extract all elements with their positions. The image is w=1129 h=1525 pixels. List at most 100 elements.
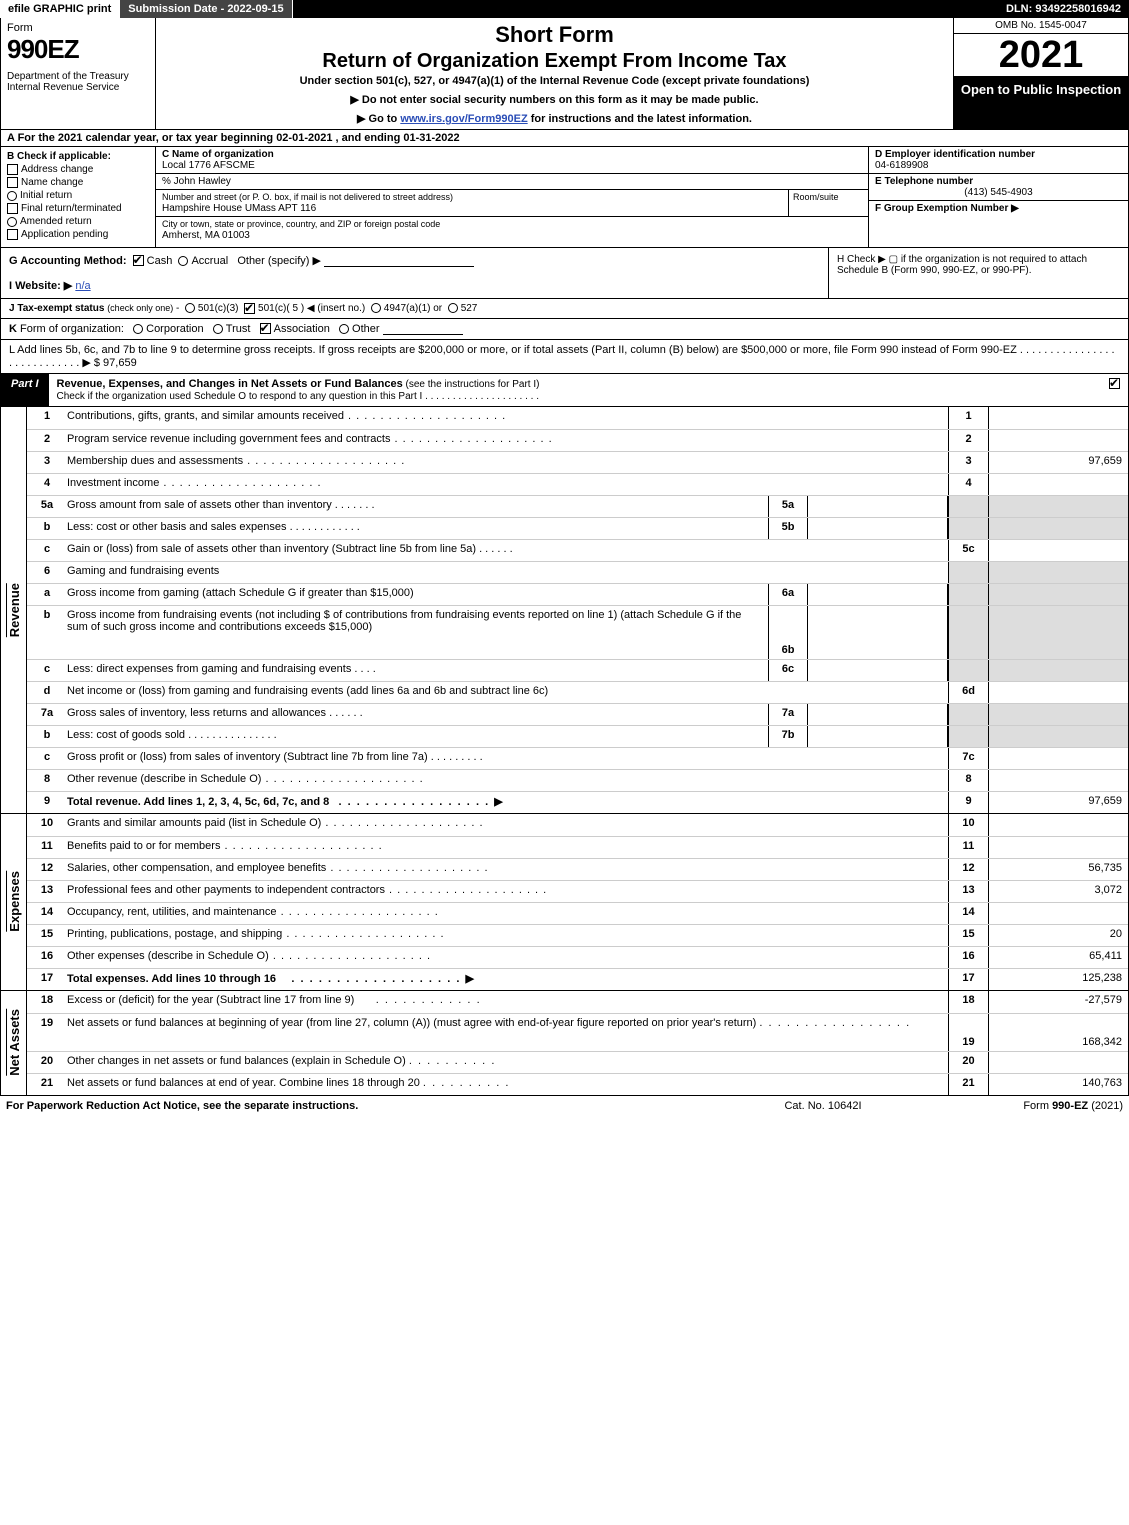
part-1-subtitle: (see the instructions for Part I) xyxy=(403,379,540,390)
line-8-num: 8 xyxy=(27,770,67,791)
care-of-block: % John Hawley xyxy=(156,174,868,190)
line-11: 11 Benefits paid to or for members 11 xyxy=(27,836,1128,858)
line-1: 1 Contributions, gifts, grants, and simi… xyxy=(27,407,1128,429)
financial-grid: Revenue 1 Contributions, gifts, grants, … xyxy=(0,407,1129,1095)
line-21-value: 140,763 xyxy=(988,1074,1128,1095)
cb-501c[interactable] xyxy=(244,303,255,314)
line-9-rlbl: 9 xyxy=(948,792,988,813)
accounting-method-label: G Accounting Method: xyxy=(9,255,127,267)
line-16-num: 16 xyxy=(27,947,67,968)
line-13-desc: Professional fees and other payments to … xyxy=(67,881,948,902)
website-label: I Website: ▶ xyxy=(9,280,72,292)
line-5b-num: b xyxy=(27,518,67,539)
cb-final-return-label: Final return/terminated xyxy=(21,203,122,214)
line-9-num: 9 xyxy=(27,792,67,813)
part-1-schedule-o-check[interactable] xyxy=(1104,374,1128,406)
line-8-value xyxy=(988,770,1128,791)
rb-trust[interactable] xyxy=(213,324,223,334)
cb-name-change[interactable]: Name change xyxy=(7,177,149,188)
box-c: C Name of organization Local 1776 AFSCME… xyxy=(156,147,868,247)
line-18-desc: Excess or (deficit) for the year (Subtra… xyxy=(67,991,948,1013)
website-value[interactable]: n/a xyxy=(75,280,90,292)
other-specify-input[interactable] xyxy=(324,266,474,267)
line-2: 2 Program service revenue including gove… xyxy=(27,429,1128,451)
form-number: 990EZ xyxy=(7,34,149,65)
line-6b-midval xyxy=(808,606,948,659)
line-14-num: 14 xyxy=(27,903,67,924)
line-6a-rlbl-gray xyxy=(948,584,988,605)
care-of-value: % John Hawley xyxy=(162,176,231,187)
line-16: 16 Other expenses (describe in Schedule … xyxy=(27,946,1128,968)
line-6b-rlbl-gray xyxy=(948,606,988,659)
ein-block: D Employer identification number 04-6189… xyxy=(869,147,1128,174)
line-6d-num: d xyxy=(27,682,67,703)
line-5c-value xyxy=(988,540,1128,561)
line-17: 17 Total expenses. Add lines 10 through … xyxy=(27,968,1128,990)
dln-label: DLN: 93492258016942 xyxy=(998,0,1129,18)
info-row-bcdef: B Check if applicable: Address change Na… xyxy=(0,147,1129,248)
line-11-rlbl: 11 xyxy=(948,837,988,858)
line-3-desc: Membership dues and assessments xyxy=(67,452,948,473)
rb-accrual[interactable] xyxy=(178,256,188,266)
line-3-num: 3 xyxy=(27,452,67,473)
rb-501c3[interactable] xyxy=(185,303,195,313)
line-20-rlbl: 20 xyxy=(948,1052,988,1073)
line-7a-rval-gray xyxy=(988,704,1128,725)
line-6c: c Less: direct expenses from gaming and … xyxy=(27,659,1128,681)
part-1-header: Part I Revenue, Expenses, and Changes in… xyxy=(0,374,1129,407)
line-5a-rval-gray xyxy=(988,496,1128,517)
line-18-num: 18 xyxy=(27,991,67,1013)
paperwork-notice: For Paperwork Reduction Act Notice, see … xyxy=(6,1100,723,1112)
accrual-label: Accrual xyxy=(191,255,228,267)
line-5c: c Gain or (loss) from sale of assets oth… xyxy=(27,539,1128,561)
no-ssn-notice: ▶ Do not enter social security numbers o… xyxy=(164,93,945,106)
cb-address-change[interactable]: Address change xyxy=(7,164,149,175)
cb-cash[interactable] xyxy=(133,255,144,266)
cb-association[interactable] xyxy=(260,323,271,334)
irs-link[interactable]: www.irs.gov/Form990EZ xyxy=(400,113,527,125)
line-1-rlbl: 1 xyxy=(948,407,988,429)
line-6d-value xyxy=(988,682,1128,703)
cb-amended-return[interactable]: Amended return xyxy=(7,216,149,227)
line-6-num: 6 xyxy=(27,562,67,583)
department-label: Department of the Treasury Internal Reve… xyxy=(7,71,149,93)
cb-initial-return[interactable]: Initial return xyxy=(7,190,149,201)
open-to-public: Open to Public Inspection xyxy=(954,76,1128,129)
main-title: Return of Organization Exempt From Incom… xyxy=(164,50,945,73)
cb-final-return[interactable]: Final return/terminated xyxy=(7,203,149,214)
line-5c-rlbl: 5c xyxy=(948,540,988,561)
org-name-label: C Name of organization xyxy=(162,149,274,160)
line-4: 4 Investment income 4 xyxy=(27,473,1128,495)
line-7b: b Less: cost of goods sold . . . . . . .… xyxy=(27,725,1128,747)
other-org-input[interactable] xyxy=(383,334,463,335)
efile-print-label[interactable]: efile GRAPHIC print xyxy=(0,0,120,18)
line-3-rlbl: 3 xyxy=(948,452,988,473)
line-5b-rval-gray xyxy=(988,518,1128,539)
subtitle: Under section 501(c), 527, or 4947(a)(1)… xyxy=(164,75,945,87)
cb-application-pending[interactable]: Application pending xyxy=(7,229,149,240)
line-6c-midlbl: 6c xyxy=(768,660,808,681)
rb-corporation[interactable] xyxy=(133,324,143,334)
line-5b-desc: Less: cost or other basis and sales expe… xyxy=(67,518,768,539)
netassets-vlabel-cell: Net Assets xyxy=(1,991,27,1095)
rb-other-org[interactable] xyxy=(339,324,349,334)
other-specify-label: Other (specify) ▶ xyxy=(237,255,321,267)
line-17-rlbl: 17 xyxy=(948,969,988,990)
line-19-num: 19 xyxy=(27,1014,67,1051)
line-21-desc: Net assets or fund balances at end of ye… xyxy=(67,1074,948,1095)
rb-527[interactable] xyxy=(448,303,458,313)
line-5b-midlbl: 5b xyxy=(768,518,808,539)
rb-4947[interactable] xyxy=(371,303,381,313)
cb-name-change-label: Name change xyxy=(21,177,83,188)
row-g: G Accounting Method: Cash Accrual Other … xyxy=(1,248,828,298)
line-5b: b Less: cost or other basis and sales ex… xyxy=(27,517,1128,539)
line-21-num: 21 xyxy=(27,1074,67,1095)
org-name-value: Local 1776 AFSCME xyxy=(162,160,255,171)
revenue-section: Revenue 1 Contributions, gifts, grants, … xyxy=(1,407,1128,814)
line-3: 3 Membership dues and assessments 3 97,6… xyxy=(27,451,1128,473)
line-7c-value xyxy=(988,748,1128,769)
group-exemption-block: F Group Exemption Number ▶ xyxy=(869,201,1128,216)
goto-post: for instructions and the latest informat… xyxy=(528,113,752,125)
line-20-num: 20 xyxy=(27,1052,67,1073)
row-j: J Tax-exempt status (check only one) - 5… xyxy=(0,299,1129,319)
